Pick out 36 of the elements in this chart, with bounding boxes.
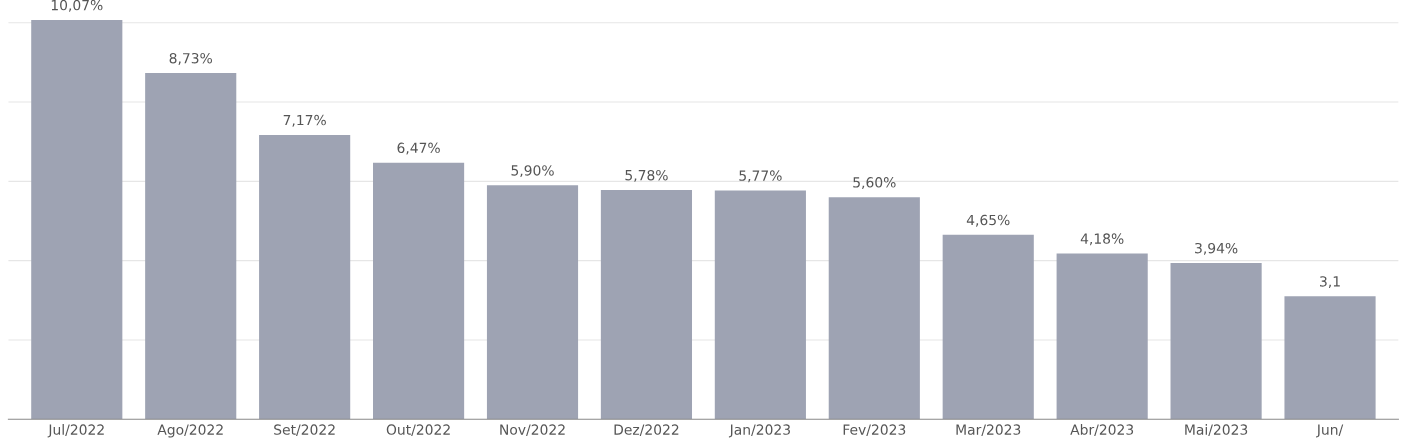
bar: [1170, 263, 1262, 420]
x-tick-label: Ago/2022: [157, 424, 223, 438]
data-label: 4,65%: [966, 214, 1010, 227]
x-tick-label: Out/2022: [386, 424, 450, 436]
x-tick-label: Jul/2022: [47, 424, 104, 438]
bar: [1056, 253, 1148, 420]
bar: [486, 185, 579, 420]
x-tick-label: Dez/2022: [614, 424, 679, 436]
data-label: 8,73%: [169, 52, 213, 65]
x-tick-label: Set/2022: [274, 424, 335, 436]
bar: [714, 190, 806, 420]
bar: [600, 190, 693, 420]
bar: [942, 234, 1034, 420]
bar: [1284, 296, 1376, 420]
x-tick-label: Nov/2022: [500, 424, 565, 436]
bar: [145, 73, 237, 420]
x-tick-label: Jan/2023: [728, 424, 790, 438]
data-label: 5,78%: [625, 169, 668, 182]
x-tick-label: Mar/2023: [956, 424, 1021, 436]
data-label: 5,90%: [511, 165, 554, 178]
data-label: 10,07%: [51, 0, 103, 12]
data-label: 3,94%: [1195, 242, 1238, 255]
data-label: 5,77%: [739, 170, 782, 183]
x-tick-label: Abr/2023: [1070, 424, 1134, 436]
bar: [31, 19, 123, 420]
bar: [373, 162, 465, 420]
data-label: 6,47%: [397, 142, 440, 155]
data-label: 4,18%: [1080, 233, 1124, 246]
x-tick-label: Jun/: [1316, 424, 1344, 438]
data-label: 3,1: [1320, 276, 1340, 289]
data-label: 5,60%: [853, 177, 896, 189]
x-tick-label: Mai/2023: [1185, 424, 1248, 436]
x-tick-label: Fev/2023: [843, 424, 906, 436]
bar: [828, 197, 920, 420]
data-label: 7,17%: [283, 114, 326, 127]
bar: [259, 134, 351, 420]
